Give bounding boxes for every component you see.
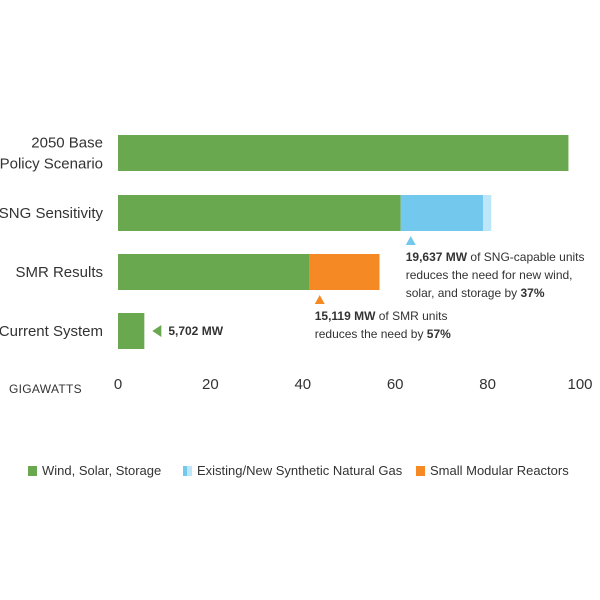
annotation-marker (314, 295, 325, 304)
annotation-bold-span: 19,637 MW (406, 250, 468, 264)
x-axis-title: GIGAWATTS (9, 382, 82, 396)
bar-segment (118, 195, 401, 231)
annotation-bold-span: 57% (427, 327, 451, 341)
category-label: Policy Scenario (0, 156, 103, 173)
bar-segment (118, 135, 569, 171)
bar-segment (309, 254, 380, 290)
annotation-marker (152, 325, 162, 337)
category-label: 2050 Base (31, 135, 103, 152)
annotation-span: reduces the need by (315, 327, 427, 341)
annotation-text: reduces the need by 57% (315, 327, 451, 341)
category-label: Current System (0, 323, 103, 340)
annotation-text: 15,119 MW of SMR units (315, 309, 448, 323)
legend-swatch (28, 466, 37, 476)
annotation-text: 5,702 MW (168, 324, 223, 338)
annotation-span: solar, and storage by (406, 286, 521, 300)
x-tick-label: 20 (202, 376, 219, 393)
annotation-span: of SMR units (375, 309, 447, 323)
x-tick-label: 100 (567, 376, 592, 393)
annotation-text: 19,637 MW of SNG-capable units (406, 250, 585, 264)
legend-label: Small Modular Reactors (430, 463, 569, 478)
x-tick-label: 60 (387, 376, 404, 393)
legend-label: Wind, Solar, Storage (42, 463, 161, 478)
annotation-span: of SNG-capable units (467, 250, 584, 264)
bar-segment (118, 313, 145, 349)
legend-swatch-light (187, 466, 192, 476)
bar-segment (118, 254, 310, 290)
annotation-marker (405, 236, 416, 245)
category-label: SMR Results (15, 264, 103, 281)
bar-segment-light (482, 195, 492, 231)
annotation-bold-span: 15,119 MW (315, 309, 376, 323)
annotation-bold-span: 5,702 MW (168, 324, 223, 338)
bar-segment (400, 195, 483, 231)
legend-label: Existing/New Synthetic Natural Gas (197, 463, 403, 478)
annotation-text: reduces the need for new wind, (406, 268, 573, 282)
x-tick-label: 0 (114, 376, 122, 393)
category-label: SNG Sensitivity (0, 205, 103, 222)
annotation-span: reduces the need for new wind, (406, 268, 573, 282)
legend-swatch (416, 466, 425, 476)
annotation-bold-span: 37% (520, 286, 544, 300)
x-tick-label: 40 (294, 376, 311, 393)
annotation-text: solar, and storage by 37% (406, 286, 545, 300)
x-tick-label: 80 (479, 376, 496, 393)
